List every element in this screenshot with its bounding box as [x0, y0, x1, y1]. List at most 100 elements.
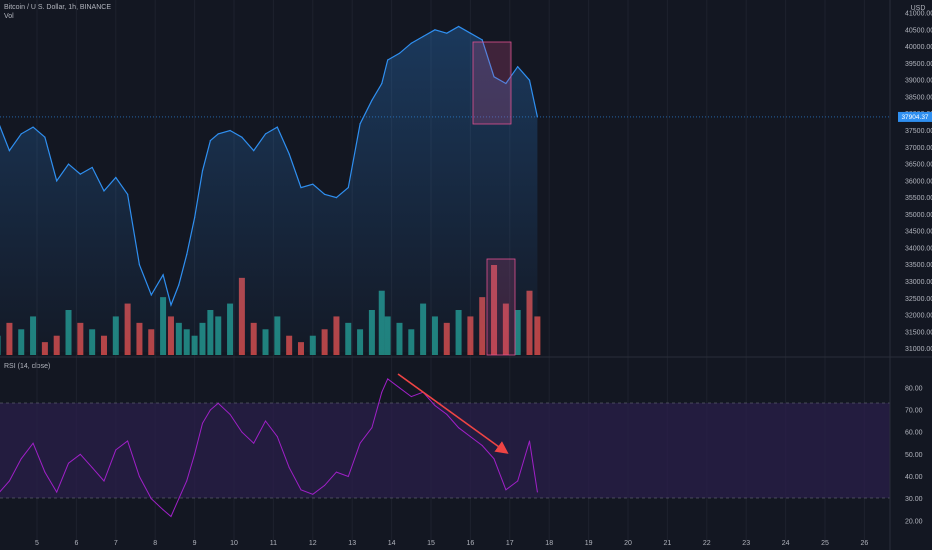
- price-point: [276, 126, 278, 128]
- price-point: [300, 186, 302, 189]
- price-points: [8, 25, 538, 306]
- price-point: [264, 133, 267, 135]
- price-point: [229, 129, 231, 132]
- x-tick-label: 18: [545, 540, 553, 547]
- rsi-point: [103, 480, 105, 482]
- rsi-tick-label: 70.00: [905, 407, 923, 414]
- x-tick-label: 13: [348, 540, 356, 547]
- x-tick-label: 5: [35, 540, 39, 547]
- x-tick-label: 22: [703, 540, 711, 547]
- rsi-point: [381, 391, 383, 393]
- price-point: [162, 274, 164, 276]
- rsi-point: [217, 402, 219, 404]
- rsi-point: [276, 436, 278, 438]
- y-tick-label: 32000.00: [905, 313, 932, 320]
- x-tick-label: 25: [821, 540, 829, 547]
- rsi-point: [434, 405, 436, 407]
- price-point: [201, 170, 204, 172]
- x-tick-label: 19: [585, 540, 593, 547]
- price-point: [371, 99, 373, 101]
- y-tick-label: 40500.00: [905, 27, 932, 34]
- price-point: [410, 42, 412, 44]
- x-tick-label: 21: [664, 540, 672, 547]
- rsi-point: [127, 440, 129, 442]
- x-tick-label: 8: [153, 540, 157, 547]
- price-point: [138, 264, 141, 266]
- x-tick-label: 16: [467, 540, 475, 547]
- price-point: [335, 197, 338, 199]
- rsi-point: [517, 480, 519, 482]
- price-point: [32, 126, 34, 128]
- rsi-point: [162, 509, 164, 511]
- rsi-point: [44, 471, 46, 473]
- volume-highlight-box: [486, 258, 516, 356]
- price-point: [8, 150, 11, 152]
- price-point: [422, 35, 424, 38]
- rsi-point: [138, 476, 140, 478]
- price-point: [186, 254, 188, 256]
- price-point: [434, 29, 436, 31]
- rsi-band: [0, 403, 890, 498]
- price-point: [381, 82, 383, 85]
- rsi-point: [115, 449, 117, 451]
- rsi-point: [201, 422, 203, 424]
- y-tick-label: 38500.00: [905, 94, 932, 101]
- price-point: [398, 52, 401, 54]
- price-point: [115, 176, 117, 179]
- rsi-tick-label: 30.00: [905, 496, 923, 503]
- price-point: [56, 180, 58, 182]
- last-price-badge: 37904.37: [898, 111, 932, 122]
- rsi-point: [209, 409, 211, 411]
- x-tick-label: 7: [114, 540, 118, 547]
- x-tick-label: 20: [624, 540, 632, 547]
- rsi-point: [398, 387, 400, 389]
- price-point: [44, 136, 46, 138]
- rsi-point: [446, 413, 448, 415]
- price-point: [288, 153, 290, 155]
- x-tick-label: 26: [861, 540, 869, 547]
- rsi-point: [529, 440, 530, 442]
- rsi-point: [359, 442, 361, 444]
- rsi-point: [20, 458, 22, 460]
- price-point: [387, 59, 389, 61]
- x-tick-label: 6: [74, 540, 78, 547]
- x-tick-label: 17: [506, 540, 514, 547]
- price-point: [446, 32, 448, 34]
- y-tick-label: 41000.00: [905, 11, 932, 18]
- price-point: [127, 193, 129, 195]
- price-point: [91, 166, 93, 169]
- rsi-tick-label: 40.00: [905, 474, 923, 481]
- rsi-point: [241, 431, 243, 433]
- price-point: [457, 25, 460, 28]
- y-tick-label: 36000.00: [905, 178, 932, 185]
- y-tick-label: 31500.00: [905, 329, 932, 336]
- price-area: [0, 26, 538, 352]
- rsi-point: [186, 480, 188, 482]
- rsi-label: RSI (14, close): [4, 363, 51, 370]
- x-tick-label: 10: [230, 540, 238, 547]
- y-tick-label: 36500.00: [905, 162, 932, 169]
- price-point: [481, 39, 483, 41]
- rsi-point: [265, 420, 267, 422]
- price-point: [517, 66, 519, 68]
- x-tick-label: 15: [427, 540, 435, 547]
- y-tick-label: 35000.00: [905, 212, 932, 219]
- price-point: [20, 133, 22, 135]
- rsi-point: [458, 427, 460, 429]
- y-tick-label: 37000.00: [905, 145, 932, 152]
- price-point: [170, 304, 172, 306]
- rsi-point: [178, 498, 180, 500]
- x-axis-ticks: 5 6 7 8 9 10 11 12 13 14 15 16 17 18 19 20 21 22 23 24 25 26: [35, 540, 868, 547]
- rsi-point: [229, 413, 231, 415]
- rsi-point: [91, 467, 93, 469]
- rsi-point: [347, 476, 349, 478]
- rsi-point: [32, 442, 34, 444]
- x-tick-label: 9: [193, 540, 197, 547]
- y-tick-label: 34500.00: [905, 229, 932, 236]
- rsi-point: [469, 436, 471, 438]
- rsi-tick-label: 20.00: [905, 518, 923, 525]
- symbol-label: Bitcoin / U.S. Dollar, 1h, BINANCE: [4, 4, 111, 11]
- x-tick-label: 12: [309, 540, 317, 547]
- rsi-point: [170, 515, 172, 517]
